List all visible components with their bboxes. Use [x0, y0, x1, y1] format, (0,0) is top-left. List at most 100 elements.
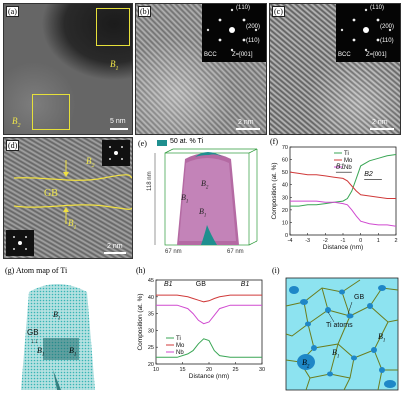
structure-label: BCC [204, 52, 217, 58]
panel-a-tem-image: (a) B1 B2 5 nm [3, 3, 133, 135]
panel-h-label: (h) [136, 266, 146, 275]
legend-label-mo: Mo [176, 343, 185, 349]
region-b1-label-2: B1 [37, 346, 45, 358]
zone-axis-label: Z=[001] [232, 52, 253, 58]
legend-label-nb: Nb [176, 350, 184, 356]
panel-e-apt-reconstruction: (e) 50 at. % Ti 118 nm B2 B1 B1 67 nm 67… [135, 137, 265, 261]
gb-label: GB [27, 328, 39, 337]
legend-label-nb: Nb [344, 165, 352, 171]
panel-b-scalebar [236, 128, 260, 130]
panel-i-label: (i) [272, 266, 280, 275]
panel-c-label: (c) [272, 6, 285, 17]
x-tick-label: 25 [232, 367, 238, 373]
y-tick-label: 50 [282, 170, 288, 176]
panel-a-label: (a) [6, 6, 19, 17]
panel-d-scalebar [104, 252, 126, 254]
y-tick-label: 40 [282, 183, 288, 189]
series-line-nb [290, 200, 397, 227]
dim-y: 67 nm [227, 249, 244, 255]
gb-label: GB [44, 188, 58, 199]
panel-g-ti-atom-map: (g) Atom map of Ti GB ↓↓ B1 B1 B1 [3, 266, 131, 398]
composition-profile-chart-h: 10 15 20 25 30 20 25 30 35 40 45 Distance (nm) Compo… [137, 278, 265, 380]
region-b1-label: B1 [199, 207, 207, 219]
gb-arrows: ↓↓ [31, 338, 38, 345]
annotation-gb: GB [196, 281, 206, 288]
gb-label: GB [354, 294, 365, 301]
fft-inset-top [102, 140, 130, 166]
panel-c-hrtem-image: (c) (1̅1̅0) (200) (110) BCC Z=[001] 2 nm [269, 3, 401, 135]
region-b2-label: B2 [86, 156, 95, 169]
region-b2-label: B2 [302, 358, 310, 370]
series-line-mo [289, 171, 396, 199]
y-tick-label: 20 [148, 362, 154, 368]
ti-atom-cloud [21, 284, 95, 390]
dim-x: 67 nm [165, 249, 182, 255]
x-tick-label: -4 [288, 238, 293, 244]
y-axis-label: Composition (at. %) [137, 293, 144, 350]
apt-3d-box [154, 148, 258, 246]
annotation-b2: B2 [364, 171, 373, 178]
y-tick-label: 30 [282, 195, 288, 201]
ti-atoms-label: Ti atoms [326, 322, 353, 329]
plot-frame [289, 146, 397, 236]
spot-label-1: (1̅1̅0) [236, 5, 251, 11]
series-line-ti [290, 154, 397, 207]
spot-label-2: (200) [380, 24, 395, 30]
x-tick-label: -1 [341, 238, 346, 244]
region-b2-label: B2 [12, 116, 21, 129]
panel-f-chart: (f) -4 -3 -2 -1 0 1 2 0 10 20 30 40 50 60 70 Distance (… [268, 137, 402, 265]
legend-label-ti: Ti [176, 336, 181, 342]
annotation-b1-left: B1 [164, 281, 173, 288]
legend-text: 50 at. % Ti [170, 138, 204, 145]
series-line-nb [156, 304, 262, 325]
grain-structure-schematic [285, 277, 399, 391]
x-tick-label: 0 [359, 238, 362, 244]
y-tick-label: 25 [148, 345, 154, 351]
y-tick-label: 70 [282, 145, 288, 151]
series-line-ti [156, 338, 262, 358]
x-tick-label: -2 [323, 238, 328, 244]
panel-c-scalebar [370, 128, 394, 130]
panel-c-scale-text: 2 nm [372, 119, 388, 126]
panel-d-label: (d) [6, 140, 20, 151]
y-tick-label: 60 [282, 158, 288, 164]
x-tick-label: 15 [179, 367, 185, 373]
annotation-b1-right: B1 [241, 281, 250, 288]
y-tick-label: 35 [148, 312, 154, 318]
region-b1-label: B1 [110, 59, 119, 72]
series-line-mo [156, 294, 262, 303]
region-b1-label-1: B1 [53, 310, 61, 322]
panel-a-scale-text: 5 nm [110, 118, 126, 125]
region-b1-box [96, 8, 130, 46]
panel-d-hrtem-image: (d) GB B2 B1 2 nm [3, 137, 133, 259]
x-tick-label: 30 [259, 367, 265, 373]
spot-label-3: (110) [380, 38, 394, 44]
region-b1-label: B1 [332, 348, 340, 360]
y-tick-label: 40 [148, 295, 154, 301]
x-tick-label: -3 [305, 238, 310, 244]
panel-a-scalebar [110, 128, 128, 130]
x-tick-label: 10 [153, 367, 159, 373]
y-tick-label: 10 [282, 220, 288, 226]
y-tick-label: 20 [282, 208, 288, 214]
region-b1-label: B1 [68, 218, 77, 231]
y-axis-label: Composition (at. %) [271, 162, 278, 219]
spot-label-3: (110) [246, 38, 260, 44]
panel-h-chart: (h) 10 15 20 25 30 20 25 30 35 40 45 Distance (nm) C… [134, 266, 268, 398]
spot-label-1: (1̅1̅0) [370, 5, 385, 11]
legend-label-mo: Mo [344, 158, 353, 164]
legend-label-ti: Ti [344, 151, 349, 157]
legend-swatch [157, 140, 167, 146]
structure-label: BCC [338, 52, 351, 58]
x-tick-label: 2 [394, 238, 397, 244]
panel-b-hrtem-image: (b) (1̅1̅0) (200) (110) BCC Z=[001] 2 nm [135, 3, 267, 135]
fft-inset-bottom [6, 230, 34, 256]
y-tick-label: 45 [148, 278, 154, 284]
spot-label-2: (200) [246, 24, 261, 30]
x-tick-label: 20 [206, 367, 212, 373]
x-axis-label: Distance (nm) [323, 244, 363, 251]
x-tick-label: 1 [377, 238, 380, 244]
panel-f-label: (f) [270, 137, 278, 146]
x-axis-label: Distance (nm) [189, 373, 229, 380]
